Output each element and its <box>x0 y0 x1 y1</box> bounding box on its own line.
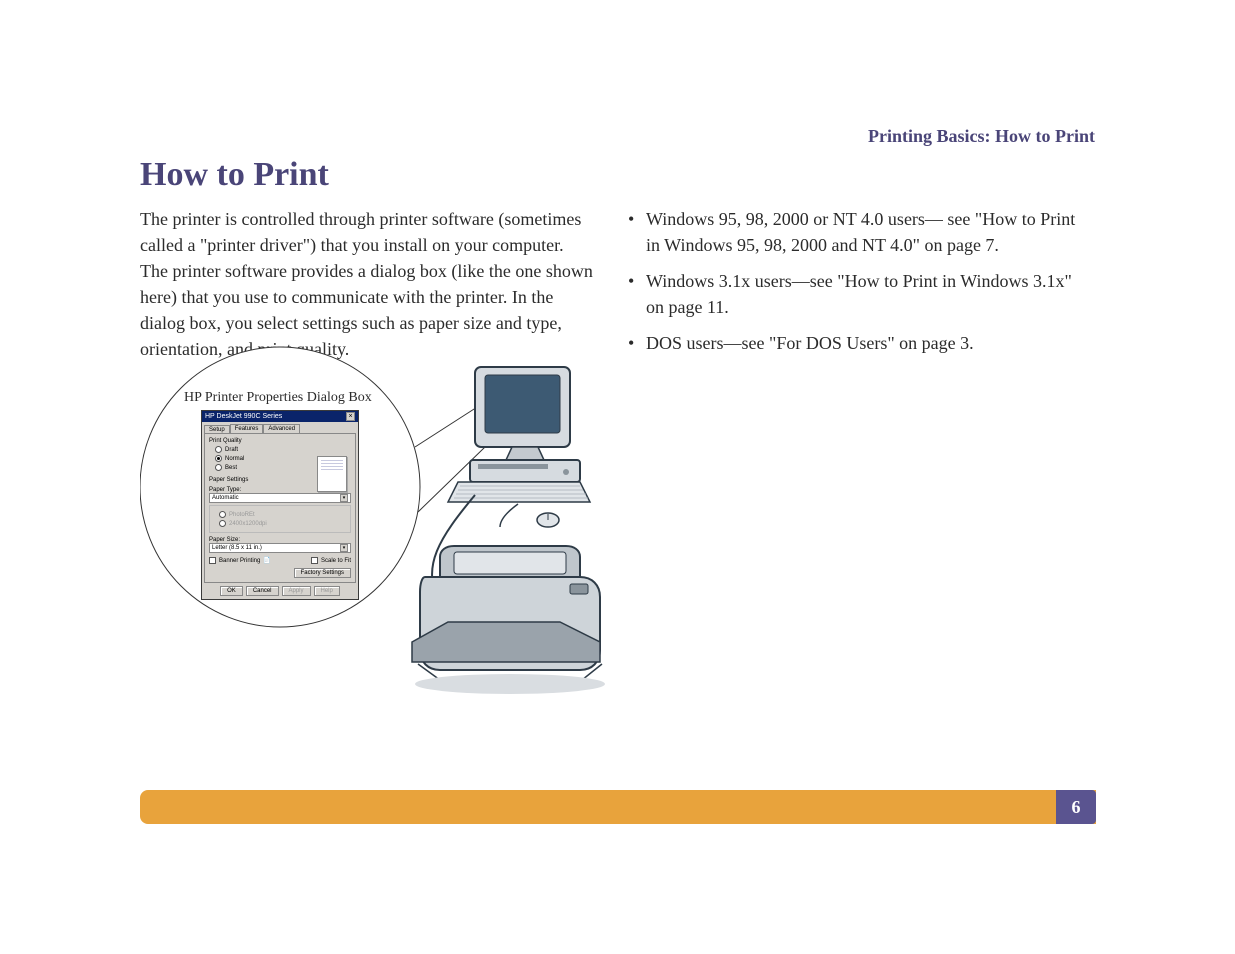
mouse-icon <box>500 504 559 527</box>
paper-type-select[interactable]: Automatic ▾ <box>209 493 351 503</box>
chevron-down-icon: ▾ <box>340 494 348 502</box>
apply-button[interactable]: Apply <box>282 586 311 596</box>
banner-printing-checkbox[interactable]: Banner Printing 📄 <box>209 557 271 564</box>
document-page: Printing Basics: How to Print How to Pri… <box>0 0 1235 954</box>
paper-size-select[interactable]: Letter (8.5 x 11 in.) ▾ <box>209 543 351 553</box>
ok-button[interactable]: OK <box>220 586 243 596</box>
chevron-down-icon: ▾ <box>340 544 348 552</box>
radio-label: Normal <box>225 456 244 462</box>
footer-bar <box>140 790 1096 824</box>
help-button[interactable]: Help <box>314 586 340 596</box>
quality-draft-radio[interactable]: Draft <box>215 446 351 453</box>
select-value: Letter (8.5 x 11 in.) <box>212 545 262 551</box>
print-quality-label: Print Quality <box>209 438 351 444</box>
disabled-option: PhotoREt <box>229 512 255 518</box>
checkbox-label: Banner Printing <box>219 558 260 564</box>
list-item: DOS users—see "For DOS Users" on page 3. <box>628 330 1088 356</box>
intro-paragraph: The printer is controlled through printe… <box>140 206 595 363</box>
select-value: Automatic <box>212 495 239 501</box>
tab-features[interactable]: Features <box>230 424 264 433</box>
banner-icon: 📄 <box>263 557 270 564</box>
keyboard-icon <box>448 482 590 502</box>
figure-caption: HP Printer Properties Dialog Box <box>184 390 372 406</box>
scale-to-fit-checkbox[interactable]: Scale to Fit <box>311 557 351 564</box>
dialog-title-text: HP DeskJet 990C Series <box>205 413 282 420</box>
disabled-option: 2400x1200dpi <box>229 521 267 527</box>
printer-icon <box>412 546 605 694</box>
checkbox-label: Scale to Fit <box>321 558 351 564</box>
breadcrumb: Printing Basics: How to Print <box>868 126 1095 147</box>
cancel-button[interactable]: Cancel <box>246 586 279 596</box>
monitor-icon <box>470 367 580 482</box>
list-item: Windows 95, 98, 2000 or NT 4.0 users— se… <box>628 206 1088 258</box>
list-item: Windows 3.1x users—see "How to Print in … <box>628 268 1088 320</box>
tab-advanced[interactable]: Advanced <box>263 424 300 433</box>
page-title: How to Print <box>140 156 329 194</box>
page-number: 6 <box>1056 790 1096 824</box>
page-preview-icon <box>317 456 347 492</box>
dialog-footer: OK Cancel Apply Help <box>202 583 358 599</box>
dialog-tabs: Setup Features Advanced <box>202 422 358 433</box>
dialog-titlebar: HP DeskJet 990C Series × <box>202 411 358 422</box>
radio-label: Best <box>225 465 237 471</box>
factory-settings-button[interactable]: Factory Settings <box>294 568 351 578</box>
close-icon[interactable]: × <box>346 412 355 421</box>
bullet-list: Windows 95, 98, 2000 or NT 4.0 users— se… <box>628 206 1088 366</box>
radio-label: Draft <box>225 447 238 453</box>
printer-properties-dialog: HP DeskJet 990C Series × Setup Features … <box>201 410 359 600</box>
photo-options-group: PhotoREt 2400x1200dpi <box>209 505 351 533</box>
